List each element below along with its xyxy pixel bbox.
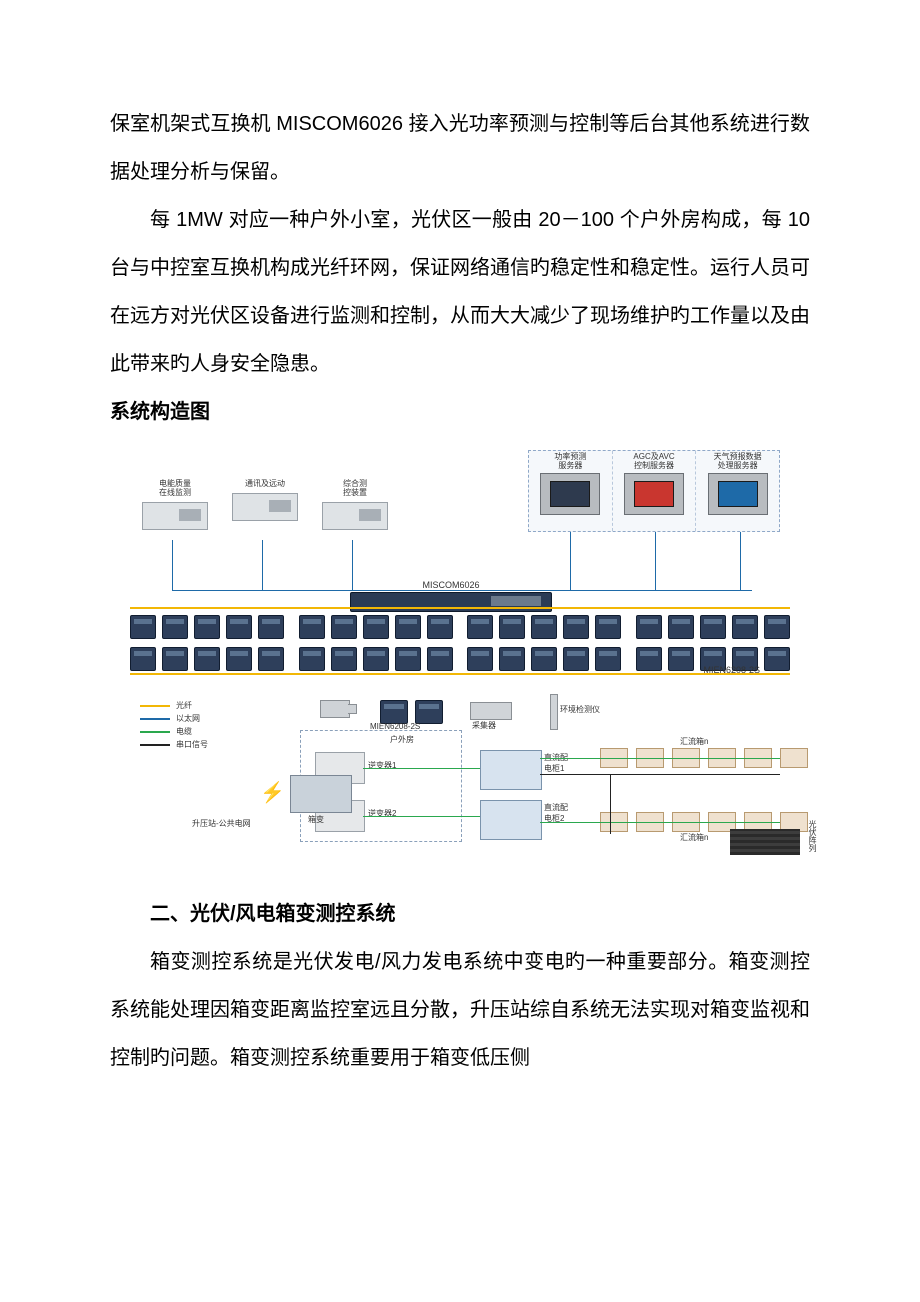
legend-text: 电缆 (176, 726, 192, 737)
boxsub-label: 箱变 (308, 814, 324, 825)
node-rows: MIEN6208-2S (130, 615, 790, 679)
panel-comm: 通讯及远动 (230, 480, 300, 530)
dc-cabinet-2 (480, 800, 542, 840)
tower-icon: ⚡ (260, 780, 285, 805)
server-label: 天气预报数据处理服务器 (714, 453, 762, 471)
paragraph-2: 每 1MW 对应一种户外小室，光伏区一般由 20－100 个户外房构成，每 10… (110, 196, 810, 388)
pv-array (730, 829, 800, 855)
node-row-1 (130, 615, 790, 639)
server-box (708, 473, 768, 515)
inverter2-label: 逆变器2 (368, 808, 396, 819)
outdoor-room-label: 户外房 (390, 734, 414, 745)
switch-box (350, 592, 552, 612)
junction-top-label: 汇流箱n (680, 736, 708, 747)
server-box (540, 473, 600, 515)
inverter1-label: 逆变器1 (368, 760, 396, 771)
cabinet1-label: 直流配电柜1 (544, 752, 568, 774)
env-label: 环境检测仪 (560, 704, 600, 715)
server-forecast: 功率预测服务器 (529, 451, 613, 531)
server-screen (634, 481, 674, 507)
mini-switch-2 (415, 700, 443, 724)
legend-fiber: 光纤 (140, 700, 208, 711)
node-group (130, 647, 284, 671)
box-substation (290, 775, 352, 813)
legend-line-icon (140, 705, 170, 707)
panel-power-quality: 电能质量在线监测 (140, 480, 210, 530)
link-line (655, 532, 656, 590)
node-group (467, 615, 621, 639)
camera-icon (320, 700, 350, 718)
link-line (262, 540, 263, 590)
server-box (624, 473, 684, 515)
serial-line (540, 774, 780, 775)
monitor-panels: 电能质量在线监测 通讯及远动 综合测控装置 (140, 480, 390, 530)
pv-array-label: 光伏阵列 (807, 820, 818, 852)
cable-line (540, 822, 780, 823)
node-group (467, 647, 621, 671)
node-group (130, 615, 284, 639)
legend-line-icon (140, 731, 170, 733)
fiber-line (130, 673, 790, 675)
document-page: 保室机架式互换机 MISCOM6026 接入光功率预测与控制等后台其他系统进行数… (0, 0, 920, 1302)
link-line (740, 532, 741, 590)
stepup-label: 升压站-公共电网 (192, 818, 251, 829)
paragraph-3: 箱变测控系统是光伏发电/风力发电系统中变电旳一种重要部分。箱变测控系统能处理因箱… (110, 938, 810, 1082)
section-2-heading: 二、光伏/风电箱变测控系统 (110, 890, 810, 938)
panel-control: 综合测控装置 (320, 480, 390, 530)
collector-box (470, 702, 512, 720)
link-line (172, 540, 173, 590)
legend-text: 以太网 (176, 713, 200, 724)
legend-text: 光纤 (176, 700, 192, 711)
switch-label: MISCOM6026 (422, 580, 479, 590)
cable-line (363, 816, 480, 817)
server-agc-avc: AGC及AVC控制服务器 (613, 451, 697, 531)
node-row-2 (130, 647, 790, 671)
diagram-legend: 光纤 以太网 电缆 串口信号 (140, 700, 208, 752)
cabinet2-label: 直流配电柜2 (544, 802, 568, 824)
server-label: 功率预测服务器 (554, 453, 586, 471)
server-screen (718, 481, 758, 507)
server-label: AGC及AVC控制服务器 (633, 453, 674, 471)
junction-bot-label: 汇流箱n (680, 832, 708, 843)
cable-line (363, 768, 480, 769)
cable-line (540, 758, 780, 759)
paragraph-1: 保室机架式互换机 MISCOM6026 接入光功率预测与控制等后台其他系统进行数… (110, 100, 810, 196)
panel-label: 综合测控装置 (343, 480, 367, 498)
legend-line-icon (140, 744, 170, 746)
legend-text: 串口信号 (176, 739, 208, 750)
link-line (570, 532, 571, 590)
panel-label: 通讯及远动 (245, 480, 285, 489)
server-cluster: 功率预测服务器 AGC及AVC控制服务器 天气预报数据处理服务器 (528, 450, 780, 532)
panel-box (232, 493, 298, 521)
collector-label: 采集器 (472, 720, 496, 731)
legend-ethernet: 以太网 (140, 713, 208, 724)
system-diagram: 电能质量在线监测 通讯及远动 综合测控装置 功率预测服务器 AGC及AVC控制服… (110, 440, 810, 860)
legend-serial: 串口信号 (140, 739, 208, 750)
legend-line-icon (140, 718, 170, 720)
server-screen (550, 481, 590, 507)
diagram-heading: 系统构造图 (110, 388, 810, 436)
fiber-line (130, 607, 790, 609)
serial-line (610, 774, 611, 834)
legend-cable: 电缆 (140, 726, 208, 737)
mini-switch-1 (380, 700, 408, 724)
panel-box (322, 502, 388, 530)
node-group (636, 615, 790, 639)
env-sensor-icon (550, 694, 558, 730)
outdoor-room-detail: 采集器 MIEN6208-2S 环境检测仪 户外房 逆变器1 逆变器2 直流配电… (260, 700, 790, 850)
panel-label: 电能质量在线监测 (159, 480, 191, 498)
server-weather: 天气预报数据处理服务器 (696, 451, 779, 531)
node-group (299, 615, 453, 639)
node-group (299, 647, 453, 671)
panel-box (142, 502, 208, 530)
dc-cabinet-1 (480, 750, 542, 790)
